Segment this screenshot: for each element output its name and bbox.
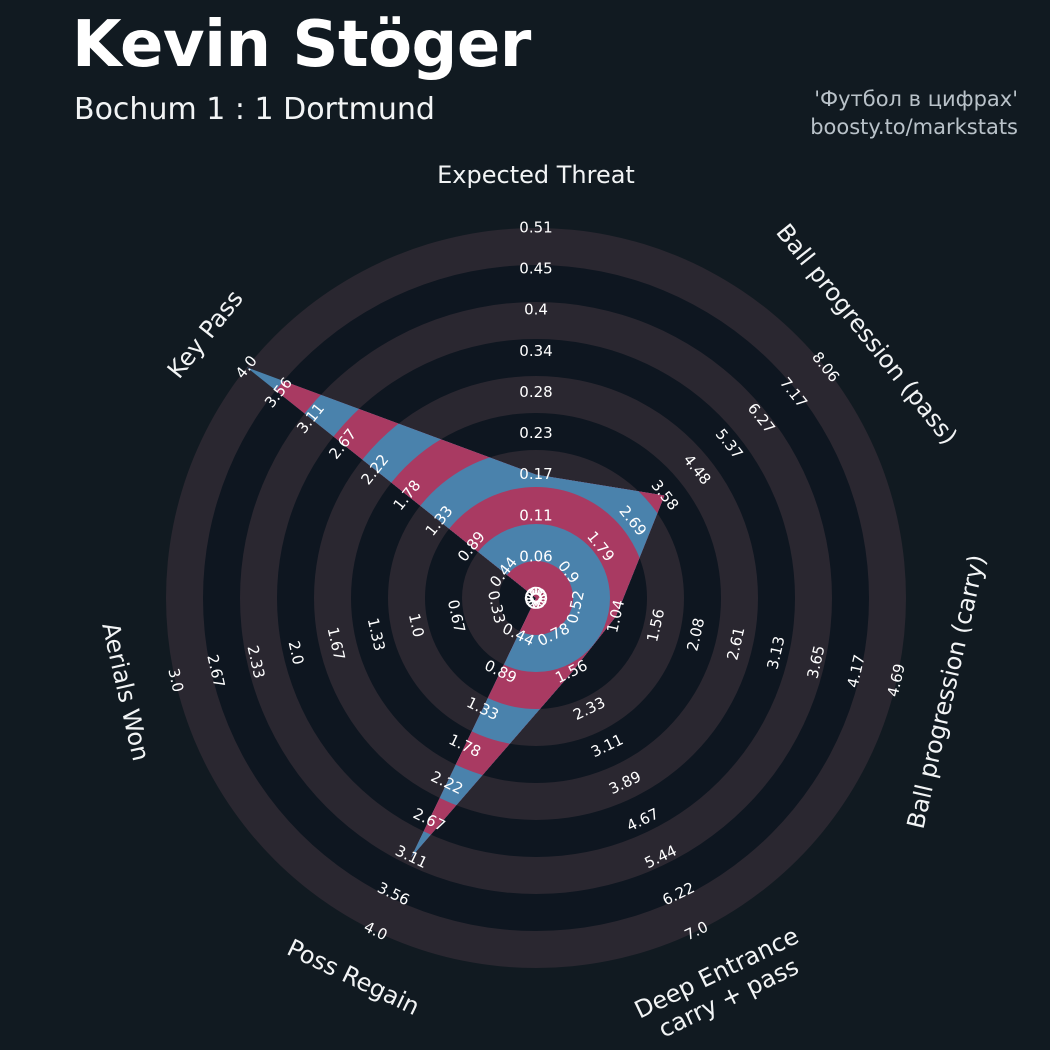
match-subtitle: Bochum 1 : 1 Dortmund <box>74 92 435 127</box>
axis-tick-label: 0.0 <box>525 584 548 611</box>
axis-name-label: Poss Regain <box>283 934 424 1021</box>
credit-line-1: 'Футбол в цифрах' <box>814 87 1018 111</box>
credit-line-2: boosty.to/markstats <box>810 114 1018 139</box>
axis-tick-label: 0.06 <box>519 547 552 565</box>
axis-tick-label: 0.28 <box>519 383 552 401</box>
axis-name-label: Expected Threat <box>437 161 635 189</box>
axis-tick-label: 0.17 <box>519 465 552 483</box>
axis-tick-label: 0.45 <box>519 260 552 278</box>
axis-name-label: Aerials Won <box>96 620 155 764</box>
axis-name-label: Ball progression (carry) <box>902 552 992 831</box>
axis-tick-label: 0.51 <box>519 219 552 237</box>
axis-tick-label: 0.34 <box>519 342 552 360</box>
axis-tick-label: 0.0 <box>524 584 547 611</box>
page-title: Kevin Stöger <box>72 8 531 82</box>
axis-tick-label: 0.4 <box>524 301 548 319</box>
axis-tick-label: 2.0 <box>285 639 308 666</box>
axis-tick-label: 0.0 <box>524 589 548 607</box>
axis-tick-label: 1.0 <box>405 612 428 639</box>
axis-tick-label: 0.23 <box>519 424 552 442</box>
credit-block: 'Футбол в цифрах' boosty.to/markstats <box>810 86 1018 142</box>
axis-tick-label: 3.0 <box>164 667 187 694</box>
axis-tick-label: 0.11 <box>519 506 552 524</box>
